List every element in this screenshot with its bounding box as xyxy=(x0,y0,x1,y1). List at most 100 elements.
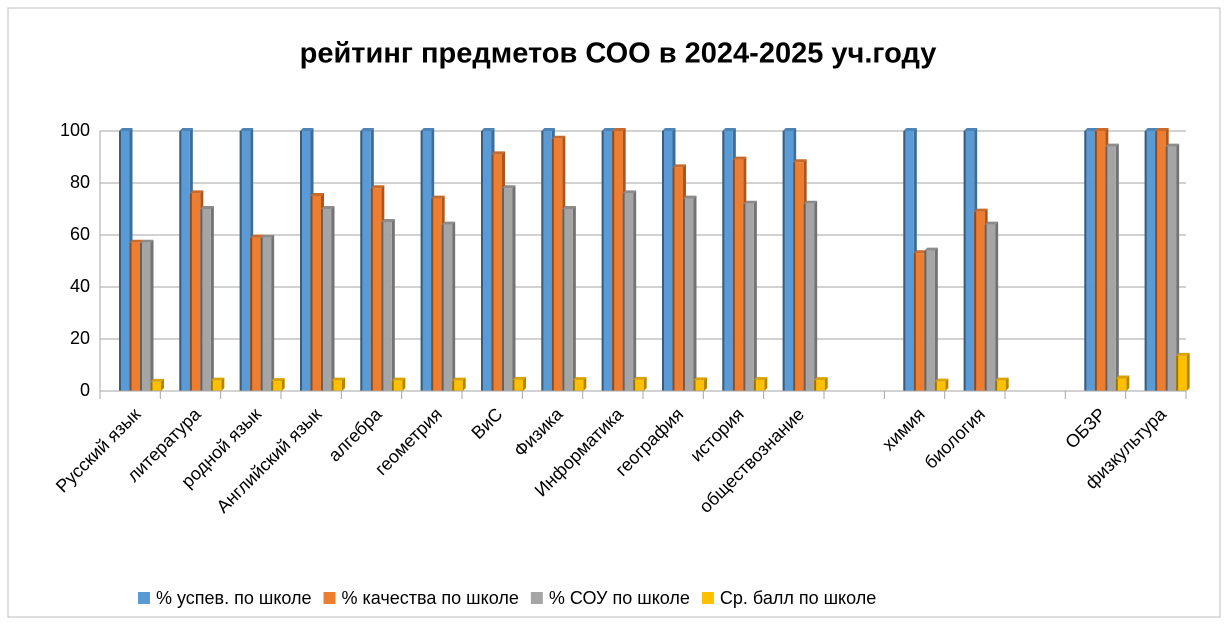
bar xyxy=(370,188,382,391)
bar-top xyxy=(271,378,285,382)
bar xyxy=(1176,355,1187,391)
bar-edge xyxy=(491,154,494,391)
bar-edge xyxy=(140,242,142,391)
bar-side xyxy=(1005,377,1009,391)
bar xyxy=(502,188,513,391)
bar-top xyxy=(310,193,324,196)
bar-top xyxy=(481,128,495,131)
bar xyxy=(934,381,946,391)
bar-top xyxy=(572,377,587,381)
bar xyxy=(743,203,754,391)
legend-swatch xyxy=(323,592,336,604)
bar-top xyxy=(179,128,193,131)
bar xyxy=(1094,131,1106,391)
bar xyxy=(662,131,673,391)
bar-top xyxy=(672,164,686,168)
bar-side xyxy=(331,206,335,391)
bar-edge xyxy=(633,379,636,391)
bar-edge xyxy=(541,131,544,391)
bar-top xyxy=(1144,128,1159,131)
y-tick-label: 100 xyxy=(60,120,90,140)
bar-side xyxy=(583,377,587,391)
bar xyxy=(239,131,251,391)
bar-edge xyxy=(1165,146,1168,391)
bar-edge xyxy=(452,380,455,391)
bar xyxy=(391,380,403,391)
bar xyxy=(179,131,190,391)
y-tick-label: 20 xyxy=(70,328,90,348)
bar-edge xyxy=(562,209,565,391)
bar-side xyxy=(221,377,225,391)
bar-top xyxy=(360,128,374,131)
bar xyxy=(1155,131,1166,391)
bar-edge xyxy=(260,237,263,391)
bar-top xyxy=(974,208,988,212)
bar-side xyxy=(1115,143,1119,391)
bar xyxy=(551,138,563,391)
bar-edge xyxy=(179,131,182,391)
bar-top xyxy=(250,234,264,238)
bar-top xyxy=(260,234,275,238)
bar-top xyxy=(551,135,566,139)
bar xyxy=(381,222,392,391)
bar-side xyxy=(824,377,828,391)
bar xyxy=(732,159,744,391)
bar-top xyxy=(995,377,1009,381)
bar-edge xyxy=(1084,131,1087,391)
bar-edge xyxy=(502,188,504,391)
bar xyxy=(1165,146,1177,391)
bar-edge xyxy=(1105,146,1108,391)
bar-edge xyxy=(612,131,615,391)
bar-side xyxy=(402,377,406,391)
bar-edge xyxy=(693,380,696,391)
bar-side xyxy=(704,377,707,391)
bar-top xyxy=(150,378,164,382)
bar-edge xyxy=(782,131,785,391)
bar-side xyxy=(150,239,154,391)
bar-edge xyxy=(814,380,817,391)
bar xyxy=(601,131,613,391)
bar xyxy=(814,380,825,391)
bar-side xyxy=(764,377,768,391)
bar-top xyxy=(1084,128,1098,131)
bar-top xyxy=(370,185,385,189)
bar-top xyxy=(239,128,254,131)
bar-side xyxy=(512,185,516,391)
bar-top xyxy=(803,200,818,204)
bar-side xyxy=(693,195,697,391)
bar xyxy=(271,381,282,391)
bar-side xyxy=(945,378,949,391)
bar-top xyxy=(331,377,345,381)
bar xyxy=(150,381,161,391)
bar xyxy=(903,131,914,391)
bar xyxy=(541,131,552,391)
bar-edge xyxy=(1155,131,1158,391)
chart-title: рейтинг предметов СОО в 2024-2025 уч.год… xyxy=(300,38,937,70)
bar-edge xyxy=(370,188,373,391)
bar-edge xyxy=(793,162,796,391)
bar-edge xyxy=(360,131,363,391)
legend-label: % СОУ по школе xyxy=(549,588,690,608)
bar-top xyxy=(963,128,978,131)
bar-top xyxy=(512,376,526,380)
bar-side xyxy=(210,206,214,391)
bar-edge xyxy=(420,131,423,391)
bar-edge xyxy=(200,209,203,391)
bar xyxy=(995,380,1006,391)
bar-top xyxy=(934,378,949,382)
bar xyxy=(331,380,342,391)
legend-swatch xyxy=(138,592,150,604)
bar-edge xyxy=(995,380,998,391)
bar-top xyxy=(683,195,697,199)
bar-side xyxy=(643,376,647,391)
y-tick-label: 80 xyxy=(70,172,90,192)
bar-edge xyxy=(129,242,132,391)
bar-side xyxy=(161,378,164,391)
legend-swatch xyxy=(701,592,714,604)
bar xyxy=(633,379,644,391)
bar-edge xyxy=(1176,355,1179,391)
bar-top xyxy=(129,239,143,243)
bar-top xyxy=(782,128,797,131)
bar-edge xyxy=(753,380,756,391)
bar xyxy=(1115,378,1127,391)
